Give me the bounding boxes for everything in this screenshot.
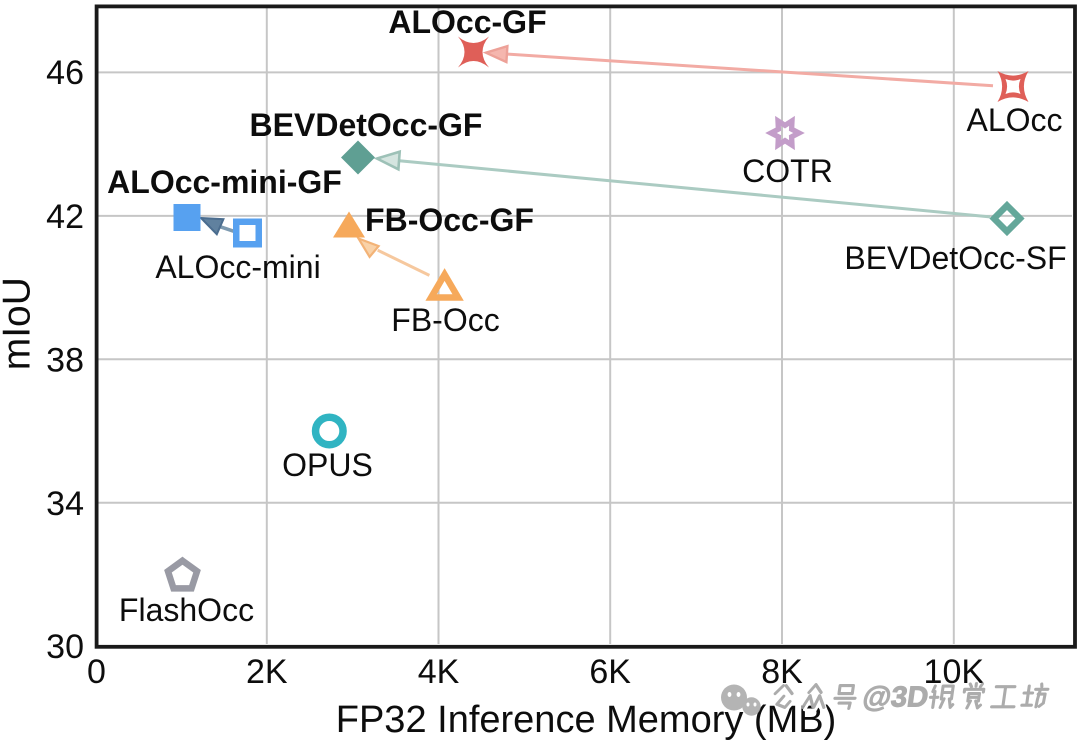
svg-text:FB-Occ-GF: FB-Occ-GF (365, 202, 534, 238)
svg-text:FB-Occ: FB-Occ (391, 302, 499, 338)
svg-text:ALOcc-mini-GF: ALOcc-mini-GF (107, 164, 342, 200)
svg-text:COTR: COTR (742, 153, 833, 189)
svg-text:8K: 8K (761, 653, 803, 691)
svg-text:38: 38 (46, 341, 84, 379)
svg-text:42: 42 (46, 198, 84, 236)
svg-text:34: 34 (46, 485, 84, 523)
svg-text:2K: 2K (246, 653, 288, 691)
svg-text:30: 30 (46, 628, 84, 666)
svg-text:ALOcc: ALOcc (966, 102, 1062, 138)
svg-text:46: 46 (46, 54, 84, 92)
svg-text:0: 0 (87, 653, 106, 691)
svg-text:OPUS: OPUS (282, 447, 373, 483)
svg-text:ALOcc-GF: ALOcc-GF (388, 4, 546, 40)
svg-text:4K: 4K (418, 653, 460, 691)
svg-text:BEVDetOcc-GF: BEVDetOcc-GF (250, 107, 483, 143)
svg-text:BEVDetOcc-SF: BEVDetOcc-SF (844, 240, 1066, 276)
svg-text:ALOcc-mini: ALOcc-mini (155, 249, 320, 285)
svg-text:FlashOcc: FlashOcc (119, 592, 254, 628)
svg-text:6K: 6K (589, 653, 631, 691)
svg-text:mIoU: mIoU (0, 277, 39, 370)
svg-text:FP32 Inference Memory (MB): FP32 Inference Memory (MB) (336, 699, 836, 741)
